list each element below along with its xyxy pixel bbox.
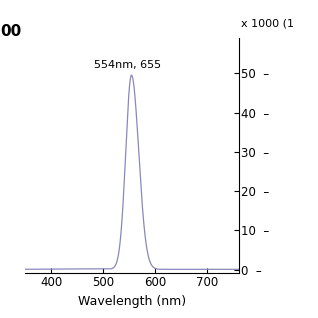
Text: 554nm, 655: 554nm, 655 — [94, 59, 161, 70]
Text: x 1000 (1: x 1000 (1 — [241, 19, 294, 29]
X-axis label: Wavelength (nm): Wavelength (nm) — [78, 295, 186, 308]
Text: 00: 00 — [0, 24, 21, 39]
